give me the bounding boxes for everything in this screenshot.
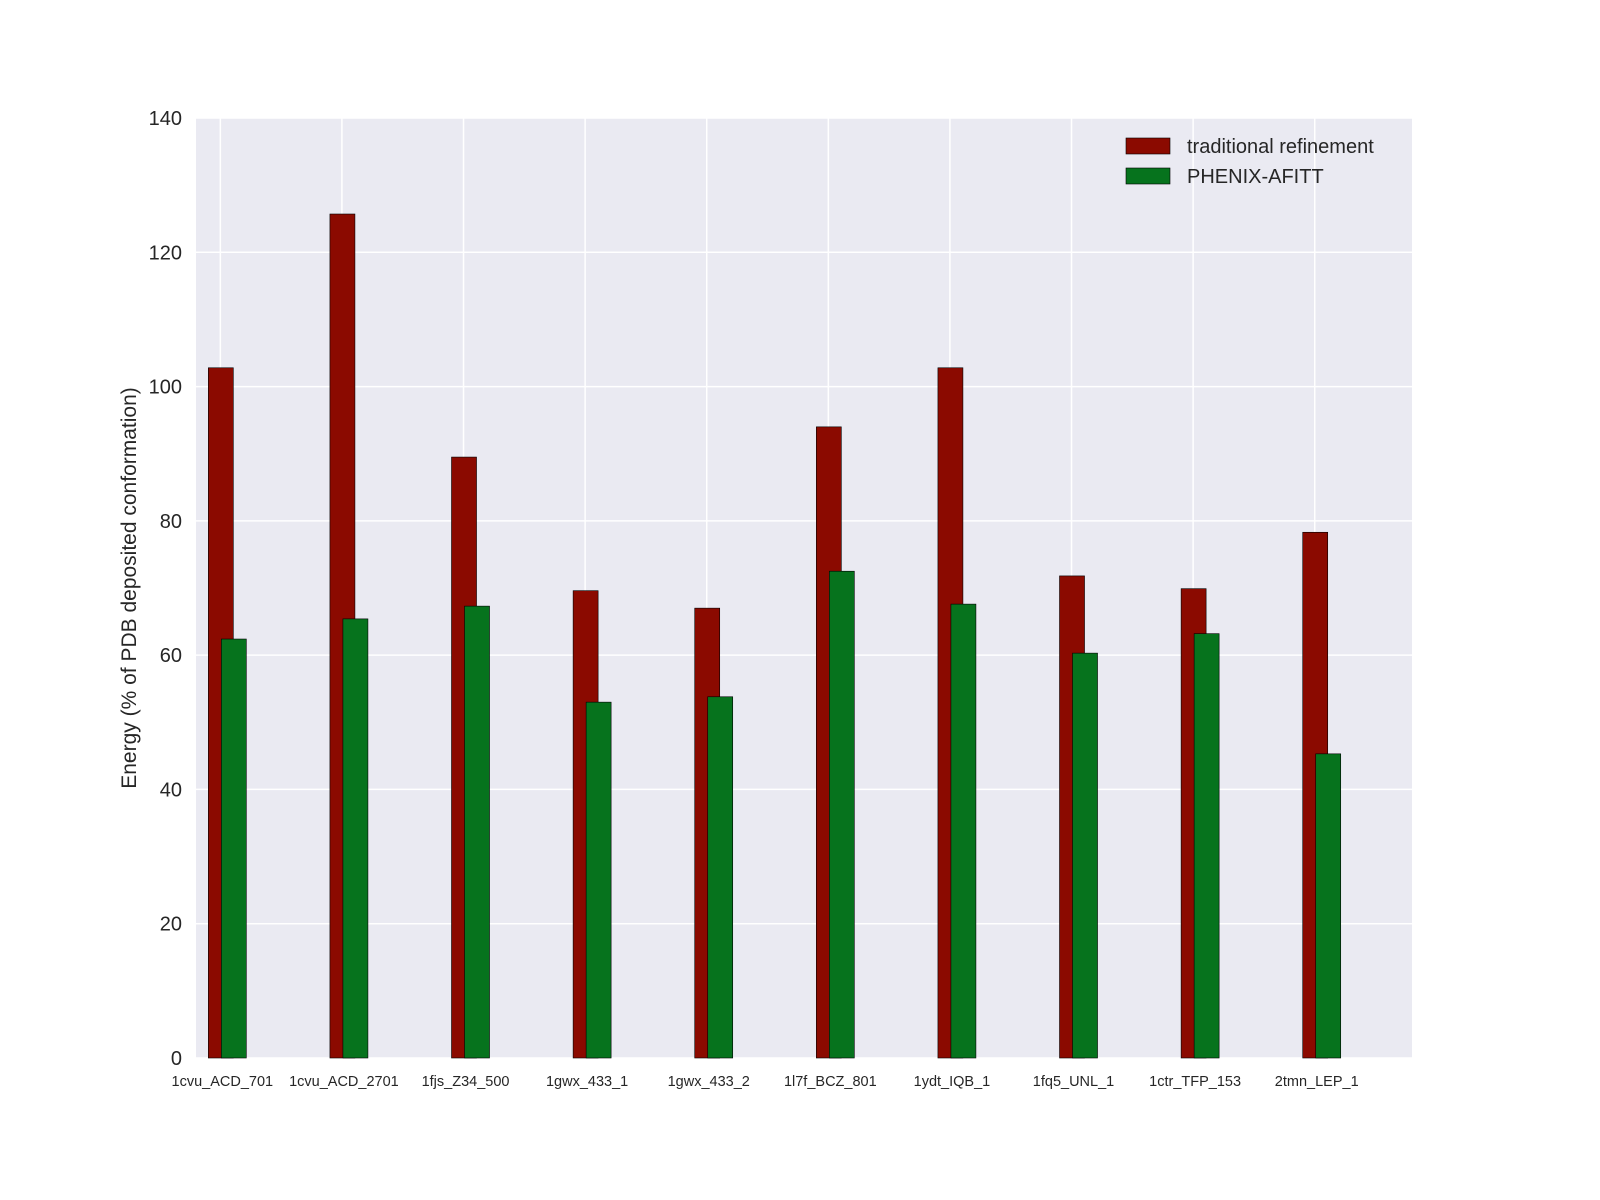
bars <box>208 213 1342 1059</box>
legend-swatch <box>1125 167 1171 185</box>
x-tick-label: 1gwx_433_2 <box>668 1074 750 1090</box>
bar-phenix-afitt <box>950 603 977 1059</box>
x-tick-label: 1fq5_UNL_1 <box>1033 1074 1114 1090</box>
x-tick-label: 1l7f_BCZ_801 <box>784 1074 877 1090</box>
plot-background <box>196 118 1412 1058</box>
bar-phenix-afitt <box>707 696 734 1059</box>
legend-label: PHENIX-AFITT <box>1187 166 1324 188</box>
y-tick-label: 140 <box>149 108 182 130</box>
x-tick-label: 1cvu_ACD_701 <box>172 1074 274 1090</box>
legend-label: traditional refinement <box>1187 136 1374 158</box>
y-tick-labels: 0 20 40 60 80 100 120 140 <box>149 108 182 1070</box>
y-tick-label: 100 <box>149 377 182 399</box>
y-axis-label: Energy (% of PDB deposited conformation) <box>118 387 141 789</box>
y-tick-label: 60 <box>160 645 182 667</box>
legend: traditional refinement PHENIX-AFITT <box>1125 136 1374 188</box>
bar-phenix-afitt <box>585 701 612 1059</box>
x-tick-label: 1fjs_Z34_500 <box>422 1074 510 1090</box>
x-tick-labels: 1cvu_ACD_701 1cvu_ACD_2701 1fjs_Z34_500 1gw… <box>172 1074 1359 1090</box>
x-tick-label: 1ctr_TFP_153 <box>1149 1074 1241 1090</box>
y-tick-label: 80 <box>160 511 182 533</box>
y-tick-label: 0 <box>171 1048 182 1070</box>
bar-phenix-afitt <box>1193 633 1220 1059</box>
bar-phenix-afitt <box>1072 652 1098 1059</box>
x-tick-label: 1gwx_433_1 <box>546 1074 628 1090</box>
y-tick-label: 120 <box>149 242 182 264</box>
y-tick-label: 40 <box>160 779 182 801</box>
bar-phenix-afitt <box>1315 753 1342 1059</box>
bar-phenix-afitt <box>464 605 490 1059</box>
y-tick-label: 20 <box>160 914 182 936</box>
bar-phenix-afitt <box>829 570 855 1059</box>
x-tick-label: 2tmn_LEP_1 <box>1275 1074 1359 1090</box>
x-tick-label: 1ydt_IQB_1 <box>914 1074 991 1090</box>
bar-phenix-afitt <box>221 638 247 1059</box>
legend-swatch <box>1125 137 1171 155</box>
bar-phenix-afitt <box>342 618 369 1059</box>
x-tick-label: 1cvu_ACD_2701 <box>289 1074 399 1090</box>
